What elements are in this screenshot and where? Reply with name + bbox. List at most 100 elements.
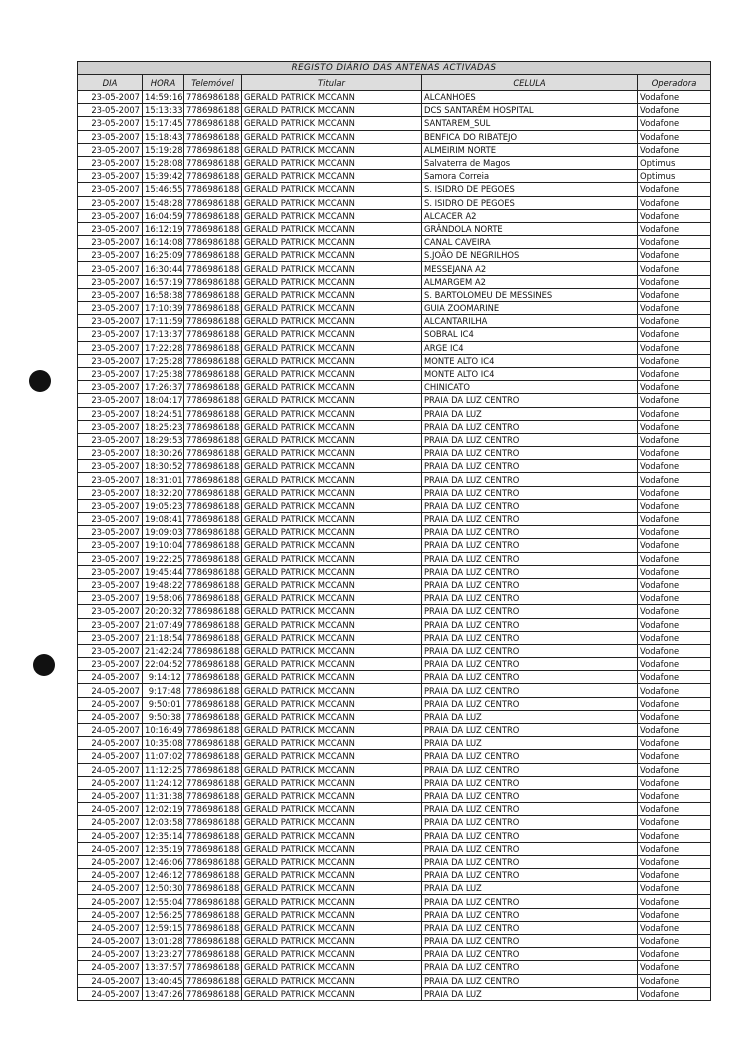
date-cell: 23-05-2007 bbox=[77, 182, 143, 197]
time-cell: 9:50:01 bbox=[142, 696, 184, 711]
time-cell: 13:47:26 bbox=[142, 986, 184, 1001]
phone-cell: 7786986188 bbox=[183, 248, 242, 263]
date-cell: 23-05-2007 bbox=[77, 287, 143, 303]
date-cell: 23-05-2007 bbox=[77, 498, 143, 514]
time-cell: 15:48:28 bbox=[142, 195, 184, 210]
holder-cell: GERALD PATRICK MCCANN bbox=[241, 208, 422, 223]
date-cell: 23-05-2007 bbox=[77, 366, 143, 382]
operator-cell: Vodafone bbox=[636, 986, 712, 1001]
cell-cell: PRAIA DA LUZ CENTRO bbox=[421, 722, 638, 738]
time-cell: 12:50:30 bbox=[142, 881, 184, 896]
cell-cell: Salvaterra de Magos bbox=[421, 155, 638, 171]
operator-cell: Vodafone bbox=[636, 683, 712, 698]
time-cell: 12:35:14 bbox=[142, 828, 184, 843]
time-cell: 19:58:06 bbox=[142, 591, 184, 606]
phone-cell: 7786986188 bbox=[183, 788, 242, 804]
table-row: 23-05-2007 15:46:55 7786986188 GERALD PATRI… bbox=[77, 182, 712, 197]
table-row: 23-05-2007 16:30:44 7786986188 GERALD PATRI… bbox=[77, 261, 712, 276]
table-row: 23-05-2007 19:05:23 7786986188 GERALD PATRI… bbox=[77, 498, 712, 514]
holder-cell: GERALD PATRICK MCCANN bbox=[241, 802, 422, 817]
cell-cell: DCS SANTARÉM HOSPITAL bbox=[421, 103, 638, 118]
operator-cell: Vodafone bbox=[636, 525, 712, 540]
time-cell: 13:37:57 bbox=[142, 960, 184, 975]
table-row: 23-05-2007 16:04:59 7786986188 GERALD PATRI… bbox=[77, 208, 712, 223]
holder-cell: GERALD PATRICK MCCANN bbox=[241, 142, 422, 157]
operator-cell: Vodafone bbox=[636, 736, 712, 751]
operator-cell: Vodafone bbox=[636, 116, 712, 131]
phone-cell: 7786986188 bbox=[183, 406, 242, 421]
phone-cell: 7786986188 bbox=[183, 116, 242, 131]
date-cell: 24-05-2007 bbox=[77, 920, 143, 936]
holder-cell: GERALD PATRICK MCCANN bbox=[241, 287, 422, 303]
time-cell: 18:31:01 bbox=[142, 472, 184, 487]
phone-cell: 7786986188 bbox=[183, 485, 242, 500]
column-header: Operadora bbox=[636, 74, 712, 91]
cell-cell: PRAIA DA LUZ CENTRO bbox=[421, 854, 638, 870]
time-cell: 19:45:44 bbox=[142, 564, 184, 579]
holder-cell: GERALD PATRICK MCCANN bbox=[241, 235, 422, 250]
cell-cell: PRAIA DA LUZ CENTRO bbox=[421, 762, 638, 777]
table-row: 23-05-2007 19:45:44 7786986188 GERALD PATRI… bbox=[77, 564, 712, 579]
cell-cell: ARGE IC4 bbox=[421, 340, 638, 355]
date-cell: 24-05-2007 bbox=[77, 947, 143, 962]
phone-cell: 7786986188 bbox=[183, 577, 242, 593]
phone-cell: 7786986188 bbox=[183, 314, 242, 329]
time-cell: 13:40:45 bbox=[142, 973, 184, 988]
operator-cell: Vodafone bbox=[636, 630, 712, 645]
holder-cell: GERALD PATRICK MCCANN bbox=[241, 485, 422, 500]
time-cell: 17:11:59 bbox=[142, 314, 184, 329]
time-cell: 21:18:54 bbox=[142, 630, 184, 645]
date-cell: 23-05-2007 bbox=[77, 248, 143, 263]
date-cell: 24-05-2007 bbox=[77, 696, 143, 711]
operator-cell: Vodafone bbox=[636, 749, 712, 764]
date-cell: 24-05-2007 bbox=[77, 841, 143, 856]
cell-cell: S.JOÃO DE NEGRILHOS bbox=[421, 248, 638, 263]
phone-cell: 7786986188 bbox=[183, 591, 242, 606]
operator-cell: Vodafone bbox=[636, 406, 712, 421]
time-cell: 22:04:52 bbox=[142, 657, 184, 672]
cell-cell: ALMARGEM A2 bbox=[421, 274, 638, 289]
cell-cell: PRAIA DA LUZ CENTRO bbox=[421, 551, 638, 566]
cell-cell: PRAIA DA LUZ CENTRO bbox=[421, 907, 638, 922]
time-cell: 9:17:48 bbox=[142, 683, 184, 698]
time-cell: 12:03:58 bbox=[142, 815, 184, 830]
phone-cell: 7786986188 bbox=[183, 604, 242, 619]
time-cell: 16:30:44 bbox=[142, 261, 184, 276]
table-row: 23-05-2007 18:29:53 7786986188 GERALD PATRI… bbox=[77, 432, 712, 448]
operator-cell: Vodafone bbox=[636, 511, 712, 527]
time-cell: 18:30:26 bbox=[142, 446, 184, 461]
cell-cell: S. ISIDRO DE PEGOES bbox=[421, 182, 638, 197]
phone-cell: 7786986188 bbox=[183, 300, 242, 316]
time-cell: 13:23:27 bbox=[142, 947, 184, 962]
holder-cell: GERALD PATRICK MCCANN bbox=[241, 446, 422, 461]
cell-cell: PRAIA DA LUZ CENTRO bbox=[421, 511, 638, 527]
time-cell: 21:42:24 bbox=[142, 643, 184, 659]
table-row: 24-05-2007 9:50:01 7786986188 GERALD PATRIC… bbox=[77, 696, 712, 711]
date-cell: 23-05-2007 bbox=[77, 551, 143, 566]
table-row: 23-05-2007 19:10:04 7786986188 GERALD PATRI… bbox=[77, 538, 712, 553]
holder-cell: GERALD PATRICK MCCANN bbox=[241, 419, 422, 434]
cell-cell: CHINICATO bbox=[421, 380, 638, 395]
table-row: 24-05-2007 13:47:26 7786986188 GERALD PATRI… bbox=[77, 986, 712, 1001]
cell-cell: PRAIA DA LUZ CENTRO bbox=[421, 617, 638, 632]
date-cell: 23-05-2007 bbox=[77, 142, 143, 157]
phone-cell: 7786986188 bbox=[183, 511, 242, 527]
holder-cell: GERALD PATRICK MCCANN bbox=[241, 933, 422, 949]
holder-cell: GERALD PATRICK MCCANN bbox=[241, 498, 422, 514]
table-row: 24-05-2007 13:01:28 7786986188 GERALD PATRI… bbox=[77, 933, 712, 949]
phone-cell: 7786986188 bbox=[183, 380, 242, 395]
operator-cell: Vodafone bbox=[636, 208, 712, 223]
phone-cell: 7786986188 bbox=[183, 841, 242, 856]
operator-cell: Vodafone bbox=[636, 300, 712, 316]
holder-cell: GERALD PATRICK MCCANN bbox=[241, 630, 422, 645]
date-cell: 23-05-2007 bbox=[77, 327, 143, 342]
time-cell: 19:10:04 bbox=[142, 538, 184, 553]
time-cell: 15:39:42 bbox=[142, 169, 184, 184]
time-cell: 16:14:08 bbox=[142, 235, 184, 250]
holder-cell: GERALD PATRICK MCCANN bbox=[241, 591, 422, 606]
table-row: 24-05-2007 12:02:19 7786986188 GERALD PATRI… bbox=[77, 802, 712, 817]
phone-cell: 7786986188 bbox=[183, 393, 242, 408]
phone-cell: 7786986188 bbox=[183, 696, 242, 711]
holder-cell: GERALD PATRICK MCCANN bbox=[241, 314, 422, 329]
phone-cell: 7786986188 bbox=[183, 446, 242, 461]
